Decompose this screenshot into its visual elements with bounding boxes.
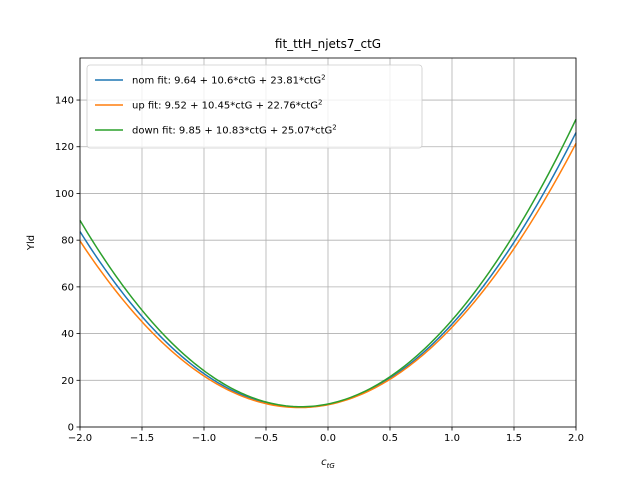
legend-label-main: nom fit: 9.64 + 10.6*ctG + 23.81*ctG: [132, 76, 321, 87]
legend: nom fit: 9.64 + 10.6*ctG + 23.81*ctG2up …: [86, 64, 423, 149]
x-tick-label: −1.0: [192, 433, 216, 444]
x-tick-label: 0.5: [382, 433, 398, 444]
x-tick-label: −0.5: [254, 433, 278, 444]
x-tick-label: 1.0: [444, 433, 460, 444]
x-axis-label: ctG: [321, 457, 335, 470]
x-tick-label: 0.0: [320, 433, 336, 444]
legend-entries: nom fit: 9.64 + 10.6*ctG + 23.81*ctG2up …: [95, 74, 337, 137]
y-tick-label: 40: [61, 329, 74, 340]
chart-title: fit_ttH_njets7_ctG: [275, 37, 381, 51]
x-axis-label-main: c: [321, 457, 327, 468]
legend-label-1: up fit: 9.52 + 10.45*ctG + 22.76*ctG2: [132, 99, 322, 112]
legend-label-superscript: 2: [321, 74, 325, 82]
y-axis-ticks: 0 20 40 60 80 100 120 140: [55, 96, 80, 434]
y-tick-label: 60: [61, 282, 74, 293]
series-line-2: [79, 118, 577, 408]
x-axis-ticks: −2.0 −1.5 −1.0 −0.5 0.0 0.5 1.0 1.5 2.0: [68, 427, 584, 444]
y-tick-label: 140: [55, 96, 74, 107]
legend-label-0: nom fit: 9.64 + 10.6*ctG + 23.81*ctG2: [132, 74, 326, 87]
y-tick-label: 120: [55, 142, 74, 153]
legend-label-2: down fit: 9.85 + 10.83*ctG + 25.07*ctG2: [132, 124, 337, 137]
y-tick-label: 80: [61, 236, 74, 247]
legend-label-superscript: 2: [332, 124, 336, 132]
y-tick-label: 0: [68, 423, 74, 434]
legend-label-main: up fit: 9.52 + 10.45*ctG + 22.76*ctG: [132, 101, 318, 112]
series-lines: [79, 118, 577, 409]
x-tick-label: 1.5: [506, 433, 522, 444]
x-tick-label: −2.0: [68, 433, 92, 444]
y-axis-label: Yld: [26, 235, 37, 251]
y-tick-label: 100: [55, 189, 74, 200]
x-tick-label: 2.0: [568, 433, 584, 444]
x-axis-label-subscript: tG: [327, 462, 336, 470]
series-line-1: [79, 142, 577, 409]
y-tick-label: 20: [61, 376, 74, 387]
legend-label-main: down fit: 9.85 + 10.83*ctG + 25.07*ctG: [132, 126, 332, 137]
legend-box: [86, 64, 423, 149]
x-tick-label: −1.5: [130, 433, 154, 444]
legend-label-superscript: 2: [318, 99, 322, 107]
